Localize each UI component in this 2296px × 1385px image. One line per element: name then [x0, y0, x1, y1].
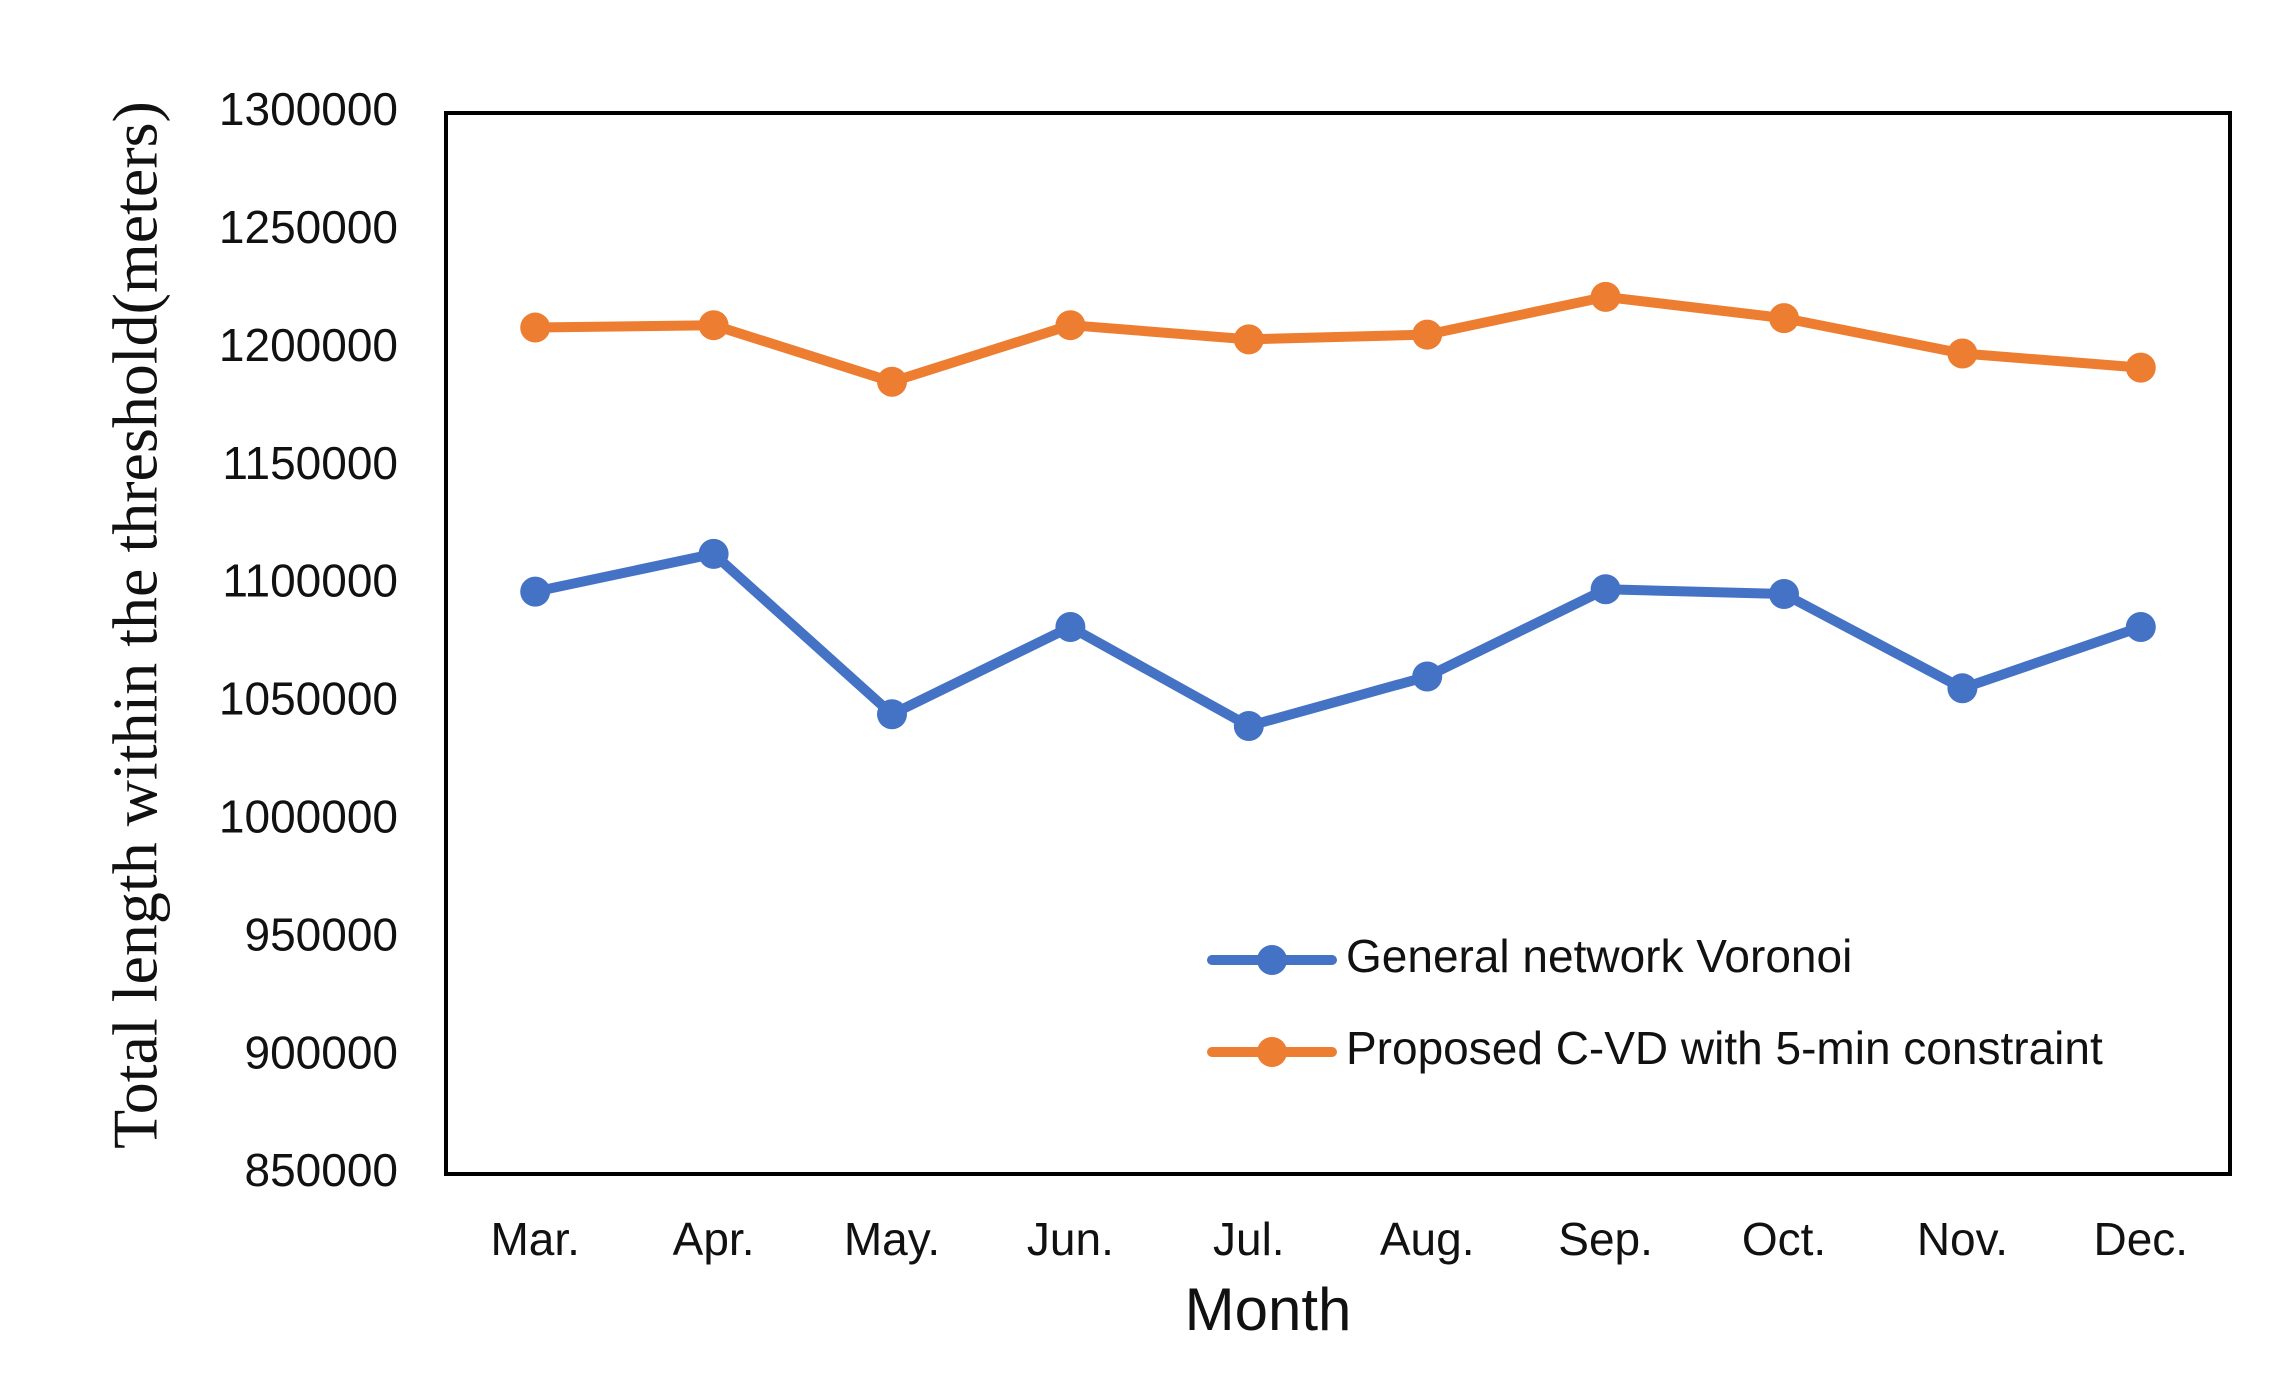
data-point: [1055, 611, 1086, 642]
y-tick-label: 1200000: [219, 319, 398, 371]
data-point: [1947, 673, 1978, 704]
data-point: [877, 366, 907, 397]
y-tick-label: 1300000: [219, 83, 398, 135]
x-axis-label: Month: [1185, 1276, 1352, 1343]
data-point: [520, 576, 551, 607]
data-point: [1233, 324, 1264, 355]
data-point: [1947, 338, 1978, 369]
series-1: [520, 538, 2156, 742]
data-point: [1233, 711, 1264, 742]
data-point: [1590, 281, 1621, 312]
plot-area-frame: [444, 111, 2232, 1176]
legend-marker: [1257, 1037, 1287, 1067]
x-tick-label: Sep.: [1558, 1213, 1653, 1265]
x-tick-label: May.: [844, 1213, 940, 1265]
y-tick-label: 850000: [245, 1144, 399, 1196]
x-tick-label: Dec.: [2094, 1213, 2189, 1265]
y-tick-label: 1250000: [219, 201, 398, 253]
x-tick-label: Apr.: [673, 1213, 755, 1265]
data-point: [1412, 319, 1443, 350]
legend-label: Proposed C-VD with 5-min constraint: [1346, 1022, 2103, 1074]
series-layer: [520, 281, 2156, 742]
series-2: [520, 281, 2156, 397]
data-point: [1412, 661, 1443, 692]
legend-item: Proposed C-VD with 5-min constraint: [1207, 1022, 2103, 1074]
legend: General network Voronoi Proposed C-VD wit…: [1207, 930, 2103, 1074]
x-tick-label: Jul.: [1213, 1213, 1285, 1265]
series-line: [530, 291, 2146, 387]
y-tick-label: 950000: [245, 908, 399, 960]
data-point: [2125, 352, 2156, 383]
y-tick-label: 1000000: [219, 790, 398, 842]
data-point: [1769, 303, 1799, 334]
x-tick-label: Oct.: [1742, 1213, 1826, 1265]
y-tick-label: 900000: [245, 1026, 399, 1078]
series-line: [530, 548, 2146, 732]
data-point: [698, 538, 729, 569]
data-point: [1055, 310, 1086, 341]
x-tick-label: Mar.: [490, 1213, 579, 1265]
data-point: [698, 310, 729, 341]
x-tick-label: Aug.: [1380, 1213, 1475, 1265]
data-point: [2125, 611, 2156, 642]
y-tick-label: 1050000: [219, 673, 398, 725]
data-point: [877, 699, 907, 730]
x-tick-label: Nov.: [1917, 1213, 2008, 1265]
y-axis-ticks: 1300000 1250000 1200000 1150000 1100000 10500…: [219, 83, 398, 1196]
x-axis-ticks: Mar. Apr. May. Jun. Jul. Aug. Sep. Oct. Nov. Dec.: [490, 1213, 2188, 1265]
legend-item: General network Voronoi: [1207, 930, 1852, 982]
legend-label: General network Voronoi: [1346, 930, 1852, 982]
y-axis-label: Total length within the threshold(meters…: [100, 101, 171, 1149]
data-point: [1769, 578, 1799, 609]
y-tick-label: 1150000: [222, 437, 398, 489]
legend-marker: [1257, 945, 1287, 975]
y-tick-label: 1100000: [222, 555, 398, 607]
data-point: [520, 312, 551, 343]
data-point: [1590, 574, 1621, 605]
x-tick-label: Jun.: [1027, 1213, 1114, 1265]
